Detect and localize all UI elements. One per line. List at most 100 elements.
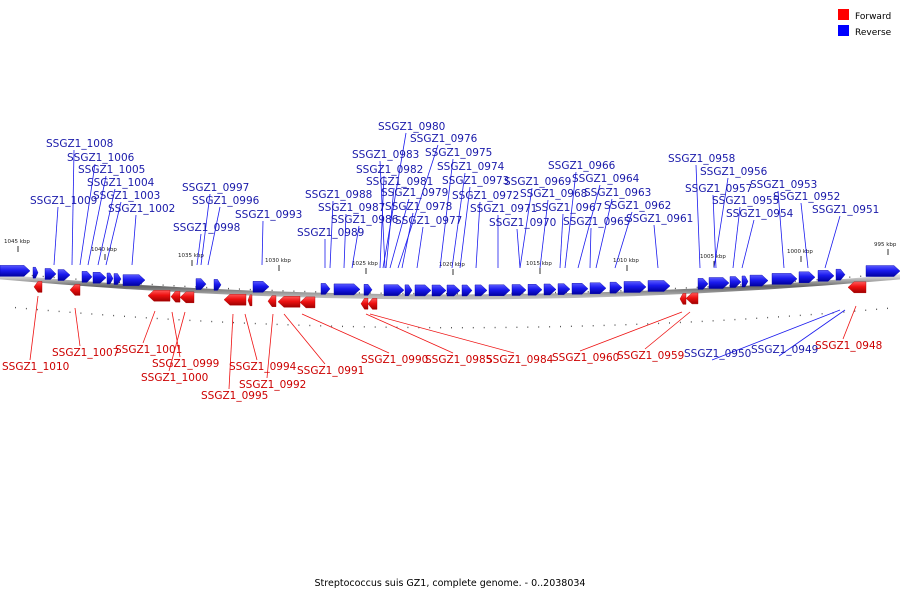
genome-caption: Streptococcus suis GZ1, complete genome.…	[314, 578, 586, 589]
minor-tick	[36, 308, 38, 311]
minor-tick	[238, 288, 240, 290]
scale-tick-label: 1000 kbp	[787, 249, 813, 255]
reverse-gene	[488, 284, 511, 296]
minor-tick	[369, 292, 371, 294]
minor-tick	[794, 280, 796, 283]
legend-forward-swatch	[838, 9, 849, 20]
minor-tick	[69, 311, 71, 313]
minor-tick	[167, 318, 169, 320]
reverse-gene-label: SSGZ1_0972	[452, 190, 519, 202]
minor-tick	[156, 317, 158, 320]
forward-gene-label: SSGZ1_0994	[229, 361, 297, 373]
forward-leader-line	[301, 313, 390, 354]
reverse-gene-label: SSGZ1_0964	[572, 173, 640, 185]
reverse-gene	[363, 284, 373, 296]
minor-tick	[222, 321, 224, 323]
minor-tick	[679, 321, 681, 324]
minor-tick	[228, 287, 229, 290]
reverse-gene-label: SSGZ1_0975	[425, 147, 492, 159]
minor-tick	[696, 286, 698, 289]
reverse-leader-line	[711, 309, 841, 361]
minor-tick	[331, 325, 333, 327]
forward-leader-line	[579, 311, 683, 352]
minor-tick	[380, 292, 382, 294]
reverse-leader-line	[131, 214, 137, 266]
forward-gene-label: SSGZ1_1007	[52, 347, 119, 359]
minor-tick	[304, 290, 306, 293]
reverse-leader-line	[614, 211, 633, 269]
minor-tick	[451, 326, 452, 329]
reverse-gene	[383, 284, 405, 296]
minor-tick	[282, 290, 284, 292]
forward-gene	[147, 290, 171, 302]
minor-tick	[860, 275, 862, 277]
reverse-leader-line	[79, 163, 96, 266]
minor-tick	[625, 323, 627, 326]
forward-gene	[277, 296, 301, 308]
reverse-gene-label: SSGZ1_1004	[87, 177, 155, 189]
scale-tick-label: 1010 kbp	[613, 258, 639, 264]
minor-tick	[31, 274, 33, 277]
reverse-leader-line	[105, 201, 122, 266]
minor-tick	[80, 312, 82, 314]
minor-tick	[396, 326, 398, 329]
minor-tick	[587, 291, 589, 293]
forward-gene-label: SSGZ1_0990	[361, 354, 428, 366]
forward-gene-label: SSGZ1_1000	[141, 372, 208, 384]
reverse-gene	[708, 277, 730, 289]
minor-tick	[206, 286, 208, 289]
minor-tick	[440, 326, 442, 329]
scale-tick-label: 1005 kbp	[700, 254, 726, 260]
reverse-gene-label: SSGZ1_0953	[750, 179, 817, 191]
reverse-gene	[431, 284, 447, 297]
reverse-leader-line	[712, 194, 717, 269]
forward-leader-line	[228, 313, 234, 390]
minor-tick	[293, 290, 295, 292]
minor-tick	[461, 326, 463, 329]
reverse-gene	[697, 278, 709, 290]
minor-tick	[816, 279, 818, 281]
reverse-gene-label: SSGZ1_0982	[356, 164, 423, 176]
forward-gene	[685, 292, 699, 305]
scale-tick-label: 1030 kbp	[265, 258, 291, 264]
reverse-gene-label: SSGZ1_0949	[751, 344, 818, 356]
reverse-gene	[92, 272, 107, 284]
minor-tick	[723, 319, 725, 321]
forward-leader-line	[168, 311, 186, 372]
forward-leader-line	[369, 313, 515, 354]
minor-tick	[674, 287, 676, 290]
forward-gene	[247, 294, 253, 307]
minor-tick	[358, 292, 360, 294]
forward-leader-line	[171, 311, 181, 358]
minor-tick	[189, 319, 191, 322]
reverse-leader-line	[519, 187, 533, 269]
reverse-leader-line	[196, 233, 202, 266]
reverse-gene	[835, 268, 846, 281]
forward-gene-label: SSGZ1_1001	[115, 344, 182, 356]
reverse-gene	[557, 283, 571, 295]
reverse-gene-label: SSGZ1_1005	[78, 164, 145, 176]
forward-gene-label: SSGZ1_0984	[486, 354, 554, 366]
minor-tick	[570, 325, 572, 328]
reverse-gene-label: SSGZ1_0998	[173, 222, 240, 234]
reverse-leader-line	[382, 132, 407, 269]
scale-tick-label: 1015 kbp	[526, 261, 552, 267]
reverse-gene	[106, 272, 114, 285]
reverse-leader-line	[401, 212, 414, 269]
minor-tick	[494, 326, 496, 329]
minor-tick	[25, 307, 27, 310]
forward-leader-line	[365, 313, 454, 354]
reverse-gene	[543, 283, 557, 296]
reverse-leader-line	[778, 309, 846, 357]
forward-gene-label: SSGZ1_0992	[239, 379, 306, 391]
minor-tick	[581, 325, 583, 327]
reverse-leader-line	[595, 198, 613, 269]
minor-tick	[173, 285, 175, 287]
forward-leader-line	[244, 313, 258, 361]
minor-tick	[75, 278, 77, 280]
genome-backbone	[0, 274, 900, 300]
minor-tick	[636, 323, 638, 325]
minor-tick	[707, 286, 709, 288]
minor-tick	[184, 285, 186, 288]
